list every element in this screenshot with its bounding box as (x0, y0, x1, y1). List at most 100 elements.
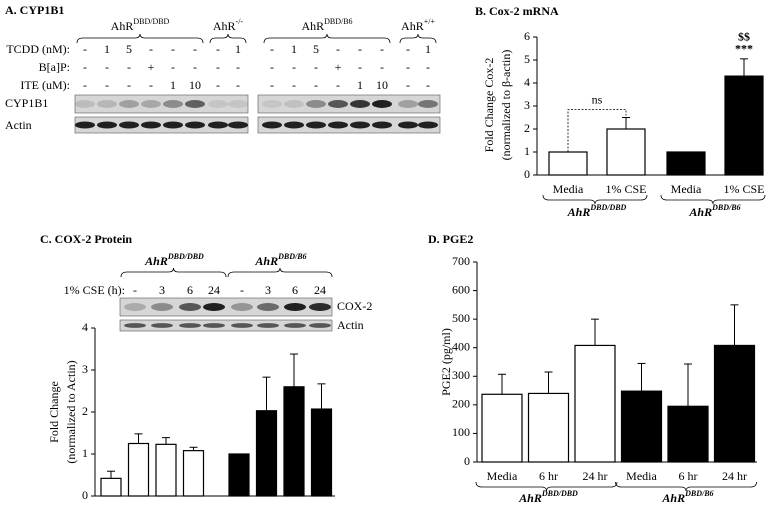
y-axis-label: Fold Change (47, 381, 61, 443)
lane-value: - (336, 42, 340, 56)
lane-value: - (236, 78, 240, 92)
x-tick-label: Media (626, 469, 657, 483)
panel-title: D. PGE2 (428, 232, 473, 246)
brace (542, 194, 648, 205)
blot-band (372, 121, 392, 129)
blot-label: Actin (5, 118, 32, 132)
treatment-label: B[a]P: (39, 60, 70, 74)
group-sup: DBD/DBD (541, 489, 578, 498)
group-name: AhR (144, 254, 168, 268)
group-sup: DBD/B6 (684, 489, 713, 498)
panel-title: C. COX-2 Protein (40, 232, 132, 246)
blot-band (185, 121, 205, 129)
annotation: ns (592, 92, 603, 106)
x-tick-label: 1% CSE (605, 182, 646, 196)
blot-band (163, 121, 183, 129)
blot-band (208, 100, 228, 108)
blot-band (141, 121, 161, 129)
lane-value: 1 (291, 42, 297, 56)
y-tick-label: 600 (452, 282, 470, 296)
blot-band (418, 100, 438, 108)
panel-title: B. Cox-2 mRNA (475, 4, 559, 18)
error-bar (591, 318, 599, 346)
lane-value: - (105, 60, 109, 74)
lane-value: - (216, 78, 220, 92)
blot-band (284, 323, 306, 328)
lane-value: + (148, 60, 155, 74)
y-tick-label: 3 (82, 362, 88, 376)
y-axis-label: (normalized to Actin) (64, 360, 78, 463)
group-label: AhRDBD/B6 (254, 252, 306, 268)
lane-value: - (83, 78, 87, 92)
error-bar (544, 371, 553, 394)
lane-value: - (149, 42, 153, 56)
error-bar (162, 437, 170, 445)
error-bar (317, 383, 326, 410)
blot-band (203, 323, 225, 328)
lane-value: - (406, 78, 410, 92)
blot-band (185, 100, 205, 108)
group-label: AhRDBD/B6 (301, 17, 352, 33)
blot-band (163, 100, 183, 108)
significance-bracket (567, 109, 627, 152)
lane-value: - (358, 42, 362, 56)
error-bar (622, 117, 630, 129)
lane-value: - (83, 60, 87, 74)
bar (527, 392, 570, 463)
bar (283, 386, 305, 497)
x-tick-label: Media (487, 469, 518, 483)
lane-value: + (335, 60, 342, 74)
treatment-label: TCDD (nM): (6, 42, 70, 56)
group-sup: DBD/DBD (133, 17, 169, 26)
lane-value: - (133, 283, 137, 297)
y-tick-label: 0 (82, 488, 88, 502)
lane-value: - (270, 42, 274, 56)
brace (76, 33, 204, 44)
group-name: AhR (213, 19, 236, 33)
panel-title: A. CYP1B1 (5, 3, 64, 17)
y-tick-label: 4 (82, 320, 88, 334)
lane-value: - (380, 60, 384, 74)
bar (724, 75, 764, 176)
y-axis-label: (normalized to β-actin) (499, 50, 513, 161)
lane-value: 3 (159, 283, 165, 297)
y-tick-label: 700 (452, 254, 470, 268)
y-tick-label: 400 (452, 339, 470, 353)
bar (606, 128, 646, 176)
x-tick-label: Media (553, 182, 584, 196)
group-sup: DBD/B6 (277, 252, 306, 261)
blot (119, 297, 333, 317)
lane-value: - (240, 283, 244, 297)
blot-band (228, 100, 248, 108)
blot-band (262, 121, 282, 129)
blot-band (203, 303, 225, 311)
blot-band (119, 100, 139, 108)
group-name: AhR (111, 19, 134, 33)
annotation: $$ (738, 30, 750, 44)
bar (155, 443, 177, 497)
x-tick-label: Media (671, 182, 702, 196)
blot-band (231, 323, 253, 328)
brace (120, 267, 227, 278)
blot-band (257, 323, 279, 328)
blot-band (284, 121, 304, 129)
bar (620, 390, 663, 463)
blot-band (262, 100, 282, 108)
y-tick-label: 0 (524, 167, 530, 181)
group-label: AhR+/+ (401, 17, 435, 33)
group-name: AhR (401, 19, 424, 33)
brace (227, 267, 333, 278)
blot-band (309, 323, 331, 328)
lane-value: - (270, 78, 274, 92)
lane-value: - (149, 78, 153, 92)
y-tick-label: 5 (524, 52, 530, 66)
blot-band (208, 121, 228, 129)
lane-value: - (426, 60, 430, 74)
lane-value: 5 (313, 42, 319, 56)
lane-value: - (193, 60, 197, 74)
blot-band (309, 303, 331, 311)
bar (481, 393, 523, 463)
lane-value: - (380, 42, 384, 56)
lane-value: 6 (292, 283, 298, 297)
blot-band (418, 121, 438, 129)
